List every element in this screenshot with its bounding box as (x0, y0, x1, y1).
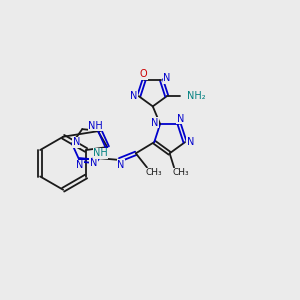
Text: NH: NH (93, 148, 108, 158)
Text: N: N (163, 73, 170, 83)
Text: N: N (177, 114, 184, 124)
Text: N: N (117, 160, 124, 170)
Text: N: N (151, 118, 158, 128)
Text: N: N (76, 160, 83, 170)
Text: CH₃: CH₃ (172, 168, 189, 177)
Text: N: N (130, 91, 137, 101)
Text: CH₃: CH₃ (145, 168, 162, 177)
Text: N: N (73, 137, 80, 147)
Text: NH: NH (88, 121, 103, 130)
Text: N: N (187, 137, 194, 147)
Text: O: O (140, 69, 147, 80)
Text: N: N (90, 158, 97, 168)
Text: NH₂: NH₂ (188, 91, 206, 101)
